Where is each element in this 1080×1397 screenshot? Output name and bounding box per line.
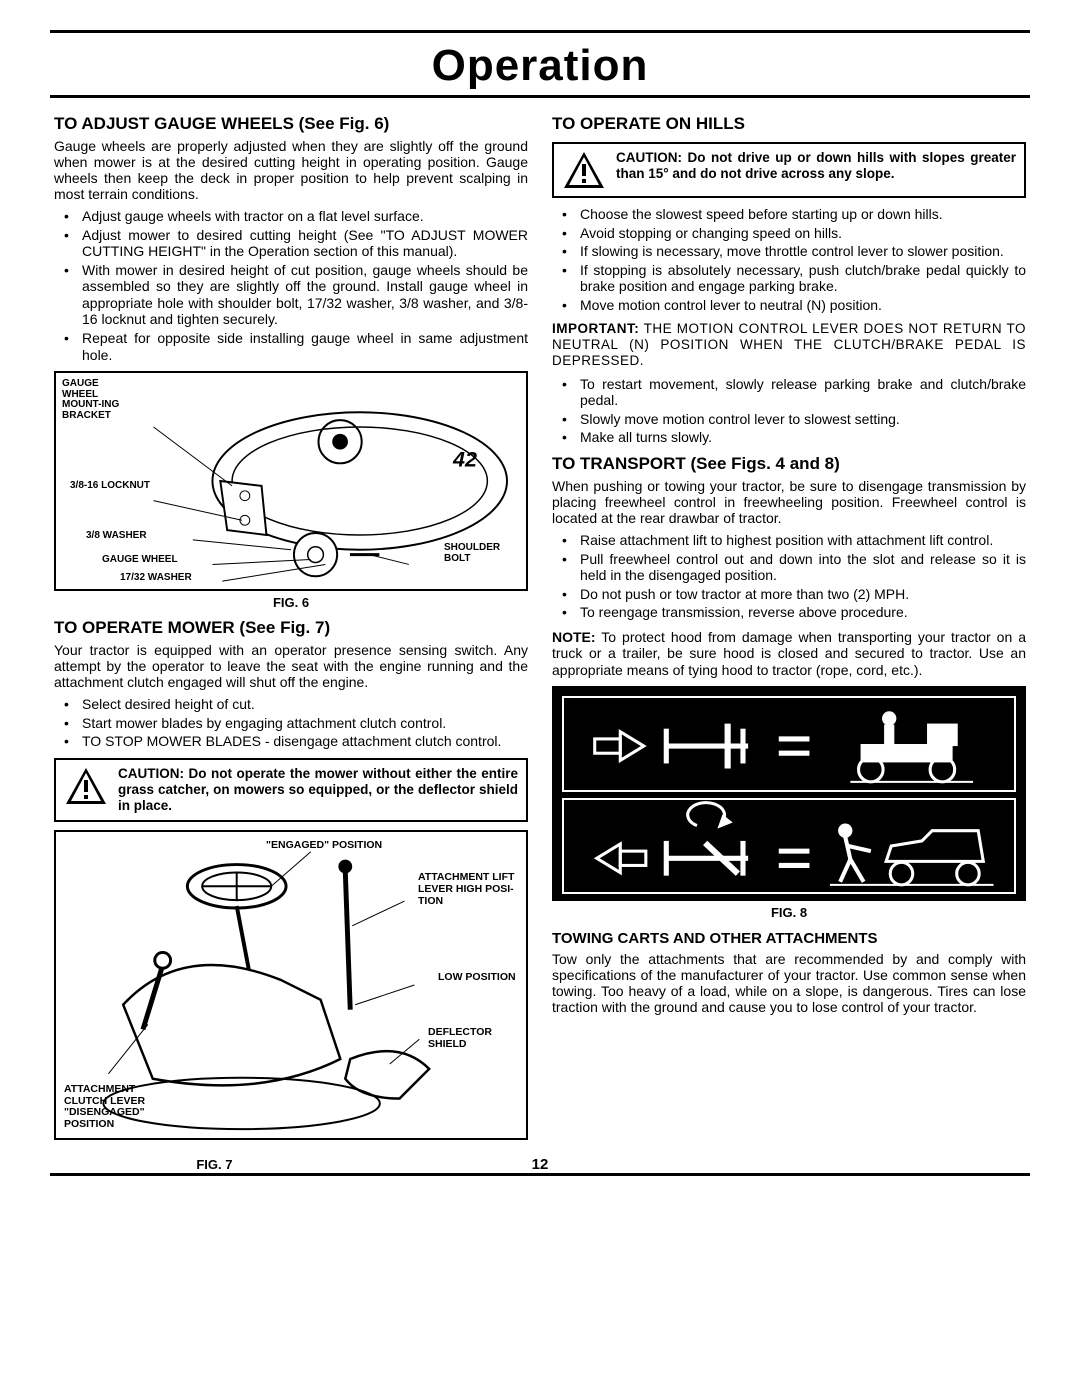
- label-shoulder-bolt: SHOULDER BOLT: [444, 543, 514, 564]
- list-item: TO STOP MOWER BLADES - disengage attachm…: [54, 733, 528, 750]
- list-item: Avoid stopping or changing speed on hill…: [552, 225, 1026, 242]
- list-hills-1: Choose the slowest speed before starting…: [552, 206, 1026, 313]
- list-item: Adjust gauge wheels with tractor on a fl…: [54, 208, 528, 225]
- list-item: Slowly move motion control lever to slow…: [552, 411, 1026, 428]
- fig8-row-drive: [562, 696, 1016, 792]
- list-operate-mower: Select desired height of cut. Start mowe…: [54, 696, 528, 750]
- label-clutch-diseng: ATTACHMENT CLUTCH LEVER "DISENGAGED" POS…: [64, 1084, 174, 1130]
- list-item: To restart movement, slowly release park…: [552, 376, 1026, 409]
- label-locknut: 3/8-16 LOCKNUT: [70, 481, 150, 492]
- two-column-layout: TO ADJUST GAUGE WHEELS (See Fig. 6) Gaug…: [50, 108, 1030, 1152]
- figure-8: [552, 686, 1026, 901]
- fig7-caption: FIG. 7: [54, 1157, 375, 1172]
- heading-hills: TO OPERATE ON HILLS: [552, 114, 1026, 134]
- fig8-drive-svg: [564, 698, 1014, 790]
- list-item: To reengage transmission, reverse above …: [552, 604, 1026, 621]
- label-gauge-wheel: GAUGE WHEEL: [102, 555, 178, 566]
- caution-hills: CAUTION: Do not drive up or down hills w…: [552, 142, 1026, 198]
- intro-transport: When pushing or towing your tractor, be …: [552, 478, 1026, 526]
- right-column: TO OPERATE ON HILLS CAUTION: Do not driv…: [552, 108, 1026, 1142]
- list-item: If stopping is absolutely necessary, pus…: [552, 262, 1026, 295]
- figure-7: "ENGAGED" POSITION ATTACHMENT LIFT LEVER…: [54, 830, 528, 1140]
- important-lead: IMPORTANT:: [552, 321, 639, 336]
- list-item: Select desired height of cut.: [54, 696, 528, 713]
- fig6-caption: FIG. 6: [54, 595, 528, 610]
- left-column: TO ADJUST GAUGE WHEELS (See Fig. 6) Gaug…: [54, 108, 528, 1142]
- list-item: With mower in desired height of cut posi…: [54, 262, 528, 328]
- important-note: IMPORTANT: THE MOTION CONTROL LEVER DOES…: [552, 321, 1026, 370]
- list-item: Pull freewheel control out and down into…: [552, 551, 1026, 584]
- label-engaged: "ENGAGED" POSITION: [266, 840, 382, 852]
- list-item: Do not push or tow tractor at more than …: [552, 586, 1026, 603]
- list-item: Adjust mower to desired cutting height (…: [54, 227, 528, 260]
- fig8-row-push: [562, 798, 1016, 894]
- note-body: To protect hood from damage when transpo…: [552, 629, 1026, 678]
- list-item: Choose the slowest speed before starting…: [552, 206, 1026, 223]
- label-deflector: DEFLECTOR SHIELD: [428, 1027, 518, 1050]
- heading-operate-mower: TO OPERATE MOWER (See Fig. 7): [54, 618, 528, 638]
- label-lift-high: ATTACHMENT LIFT LEVER HIGH POSI-TION: [418, 872, 518, 907]
- fig8-push-svg: [564, 800, 1014, 892]
- warning-icon: [562, 150, 606, 190]
- heading-towing: TOWING CARTS AND OTHER ATTACHMENTS: [552, 930, 1026, 947]
- list-item: Move motion control lever to neutral (N)…: [552, 297, 1026, 314]
- list-hills-2: To restart movement, slowly release park…: [552, 376, 1026, 446]
- caution-text: CAUTION: Do not drive up or down hills w…: [616, 150, 1016, 182]
- warning-icon: [64, 766, 108, 806]
- label-washer38: 3/8 WASHER: [86, 531, 147, 542]
- fig8-caption: FIG. 8: [552, 905, 1026, 920]
- svg-text:42: 42: [452, 446, 477, 471]
- caution-text: CAUTION: Do not operate the mower withou…: [118, 766, 518, 815]
- list-item: Raise attachment lift to highest positio…: [552, 532, 1026, 549]
- label-washer1732: 17/32 WASHER: [120, 573, 192, 584]
- label-bracket: GAUGE WHEEL MOUNT-ING BRACKET: [62, 379, 132, 421]
- list-gauge-wheels: Adjust gauge wheels with tractor on a fl…: [54, 208, 528, 363]
- intro-operate-mower: Your tractor is equipped with an operato…: [54, 642, 528, 690]
- figure-6: 42 GAUG: [54, 371, 528, 591]
- page-number: 12: [380, 1156, 701, 1173]
- label-low: LOW POSITION: [438, 972, 518, 984]
- page-title: Operation: [50, 33, 1030, 98]
- heading-transport: TO TRANSPORT (See Figs. 4 and 8): [552, 454, 1026, 474]
- list-transport: Raise attachment lift to highest positio…: [552, 532, 1026, 621]
- list-item: Make all turns slowly.: [552, 429, 1026, 446]
- caution-mower: CAUTION: Do not operate the mower withou…: [54, 758, 528, 823]
- transport-note: NOTE: To protect hood from damage when t…: [552, 629, 1026, 679]
- list-item: Start mower blades by engaging attachmen…: [54, 715, 528, 732]
- heading-gauge-wheels: TO ADJUST GAUGE WHEELS (See Fig. 6): [54, 114, 528, 134]
- list-item: Repeat for opposite side installing gaug…: [54, 330, 528, 363]
- page-frame: Operation TO ADJUST GAUGE WHEELS (See Fi…: [50, 30, 1030, 1176]
- intro-gauge-wheels: Gauge wheels are properly adjusted when …: [54, 138, 528, 202]
- note-lead: NOTE:: [552, 629, 596, 645]
- footer: FIG. 7 12: [50, 1152, 1030, 1173]
- list-item: If slowing is necessary, move throttle c…: [552, 243, 1026, 260]
- body-towing: Tow only the attachments that are recomm…: [552, 951, 1026, 1015]
